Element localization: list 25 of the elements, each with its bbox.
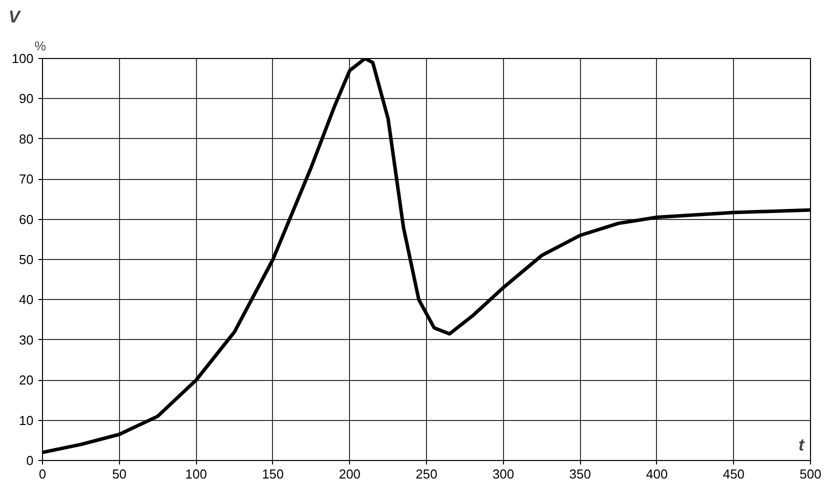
x-axis-title: t bbox=[798, 436, 806, 454]
text: % bbox=[34, 38, 46, 54]
y-tick-label: 10 bbox=[19, 412, 34, 428]
y-axis-title: V bbox=[8, 8, 22, 26]
x-tick-label: 300 bbox=[492, 466, 514, 482]
y-tick-label: 50 bbox=[19, 252, 34, 267]
y-tick-label: 40 bbox=[19, 292, 34, 308]
y-tick-label: 0 bbox=[26, 453, 34, 468]
x-tick-label: 100 bbox=[185, 466, 207, 482]
y-tick-label: 80 bbox=[19, 131, 34, 146]
x-tick-label: 0 bbox=[38, 466, 46, 482]
x-tick-label: 500 bbox=[800, 466, 822, 482]
y-tick-label: 90 bbox=[19, 91, 34, 106]
x-tick-label: 250 bbox=[416, 466, 438, 482]
x-tick-label: 350 bbox=[569, 466, 591, 482]
x-tick-label: 200 bbox=[338, 466, 361, 482]
x-tick-label: 450 bbox=[722, 466, 745, 482]
y-tick-label: 70 bbox=[19, 172, 34, 187]
x-tick-label: 400 bbox=[646, 466, 668, 482]
x-tick-label: 150 bbox=[262, 466, 284, 482]
y-tick-label: 100 bbox=[12, 51, 34, 66]
x-tick-label: 50 bbox=[112, 466, 127, 482]
y-tick-label: 60 bbox=[19, 212, 34, 227]
y-tick-label: 20 bbox=[19, 372, 34, 388]
y-tick-label: 30 bbox=[19, 332, 34, 348]
